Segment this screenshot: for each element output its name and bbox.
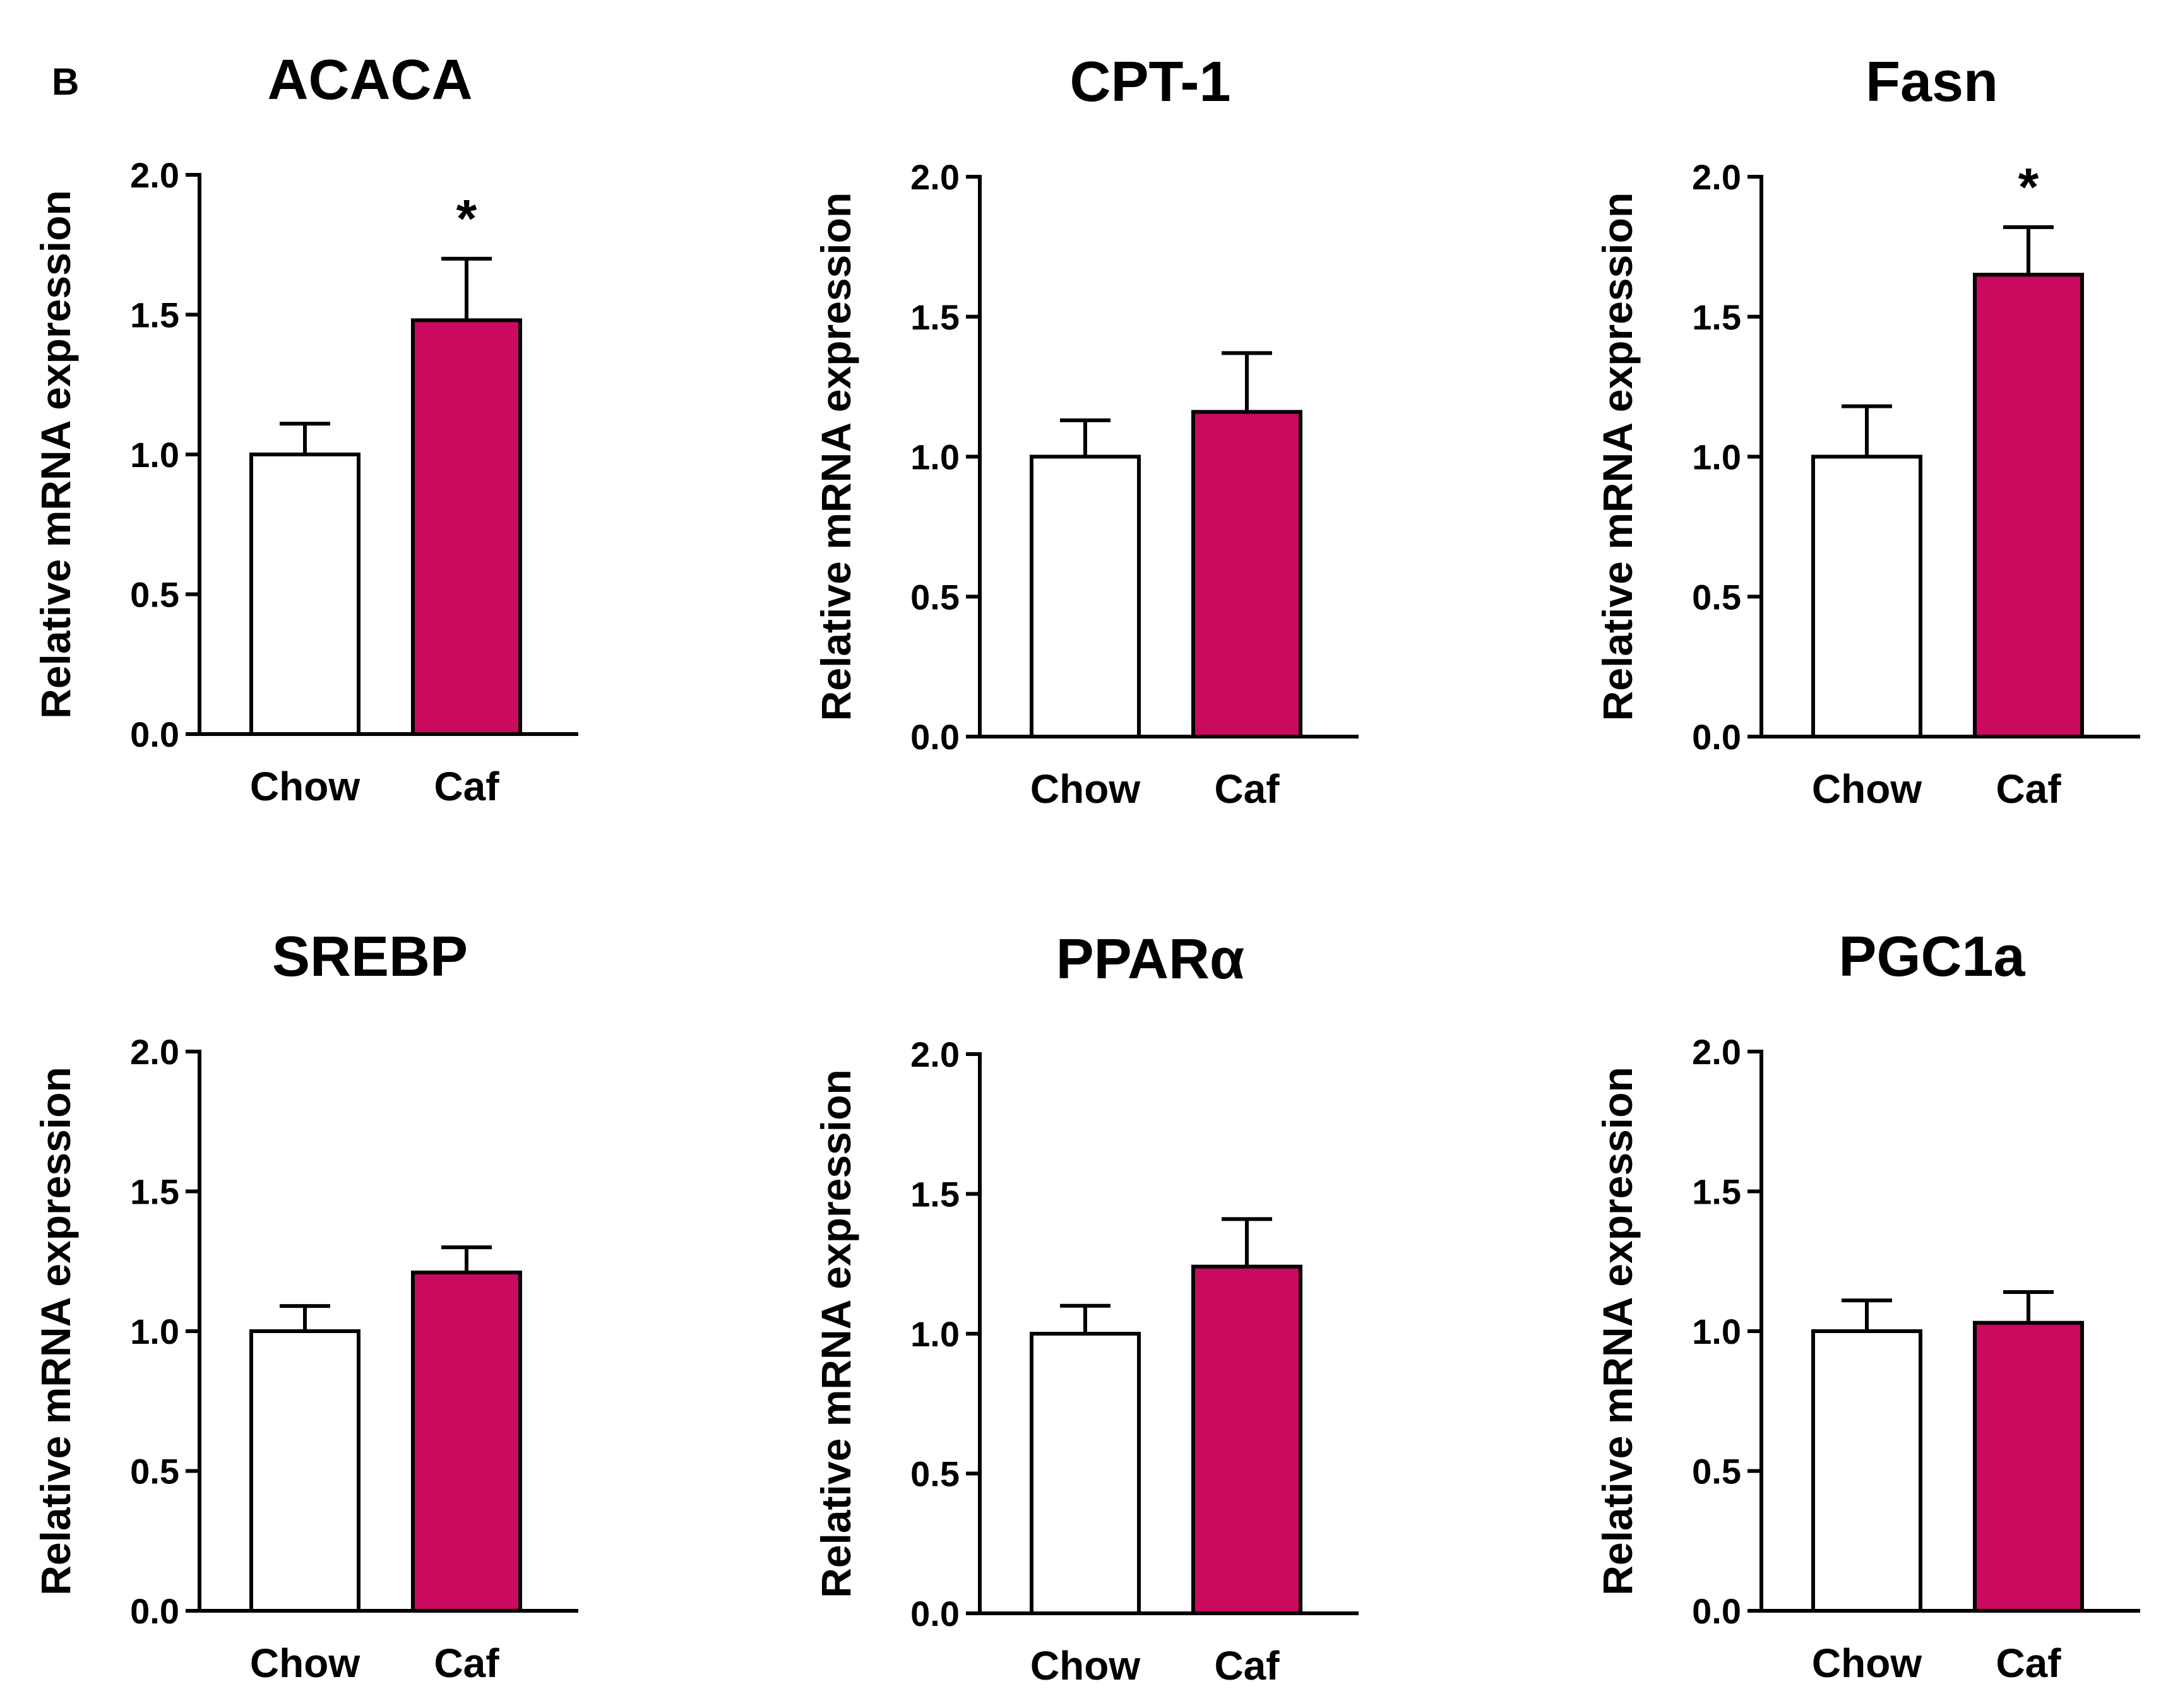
y-tick-label: 2.0 <box>130 155 179 195</box>
bar-caf <box>1973 1320 2084 1613</box>
bar-caf <box>411 318 522 736</box>
chart-title: CPT-1 <box>1069 50 1230 114</box>
y-tick-label: 0.5 <box>910 1454 960 1494</box>
y-tick-label: 0.5 <box>1692 577 1741 617</box>
y-tick-label: 0.5 <box>130 1452 179 1492</box>
bar-chow <box>1811 454 1922 738</box>
x-tick-label: Chow <box>1030 1643 1140 1688</box>
y-tick-label: 1.0 <box>910 437 960 477</box>
y-tick-label: 1.5 <box>130 1172 179 1212</box>
x-tick-label: Caf <box>434 764 499 809</box>
y-tick-label: 1.0 <box>1692 437 1741 477</box>
x-tick-label: Chow <box>1812 766 1922 812</box>
y-tick-label: 1.5 <box>910 1175 960 1214</box>
y-tick-label: 1.0 <box>130 435 179 475</box>
x-tick-label: Chow <box>1812 1640 1922 1686</box>
significance-marker: * <box>456 189 477 248</box>
x-tick-label: Caf <box>1214 1643 1280 1688</box>
y-tick-label: 0.0 <box>130 715 179 754</box>
bar-caf <box>411 1270 522 1613</box>
bar-chow <box>1811 1329 1922 1613</box>
bar-caf <box>1191 1264 1302 1616</box>
bar-chow <box>1030 1332 1141 1615</box>
chart-panel-1: ACACA Relative mRNA expression 0.0 0.5 1.0 1.… <box>32 49 578 809</box>
chart-title: PPARα <box>1056 928 1245 991</box>
bar-caf <box>1191 410 1302 738</box>
y-tick-label: 1.5 <box>1692 297 1741 337</box>
chart-title: PGC1a <box>1838 925 2025 988</box>
bar-chow <box>249 453 360 736</box>
chart-panel-5: PPARα Relative mRNA expression 0.0 0.5 1.0 1.… <box>813 928 1359 1688</box>
y-axis-label: Relative mRNA expression <box>813 1069 859 1598</box>
bar-caf <box>1973 273 2084 739</box>
chart-panel-2: CPT-1 Relative mRNA expression 0.0 0.5 1.0 1.… <box>813 50 1359 812</box>
y-tick-label: 2.0 <box>1692 157 1741 197</box>
panel-letter: B <box>52 61 79 103</box>
y-tick-label: 1.5 <box>130 295 179 335</box>
y-tick-label: 1.5 <box>910 297 960 337</box>
y-tick-label: 2.0 <box>130 1032 179 1072</box>
chart-panel-3: Fasn Relative mRNA expression 0.0 0.5 1.0 1.5… <box>1594 50 2140 812</box>
y-tick-label: 0.5 <box>130 575 179 615</box>
y-tick-label: 1.0 <box>910 1314 960 1354</box>
y-tick-label: 0.5 <box>1692 1452 1741 1492</box>
chart-panel-6: PGC1a Relative mRNA expression 0.0 0.5 1.0 1.… <box>1594 925 2140 1686</box>
chart-title: SREBP <box>272 925 468 988</box>
x-tick-label: Chow <box>1030 766 1140 812</box>
x-tick-label: Chow <box>250 1640 360 1686</box>
significance-marker: * <box>2018 157 2039 216</box>
y-axis-label: Relative mRNA expression <box>32 190 79 719</box>
bar-chow <box>1030 454 1141 738</box>
y-axis-label: Relative mRNA expression <box>32 1067 79 1596</box>
x-tick-label: Caf <box>1214 766 1280 812</box>
y-tick-label: 0.0 <box>910 1594 960 1634</box>
chart-title: Fasn <box>1866 50 1998 114</box>
y-tick-label: 1.5 <box>1692 1172 1741 1212</box>
y-tick-label: 0.5 <box>910 577 960 617</box>
x-tick-label: Caf <box>1996 766 2061 812</box>
y-axis-label: Relative mRNA expression <box>1594 1067 1641 1596</box>
chart-panel-4: SREBP Relative mRNA expression 0.0 0.5 1.0 1.… <box>32 925 578 1686</box>
y-tick-label: 2.0 <box>910 1035 960 1074</box>
y-axis-label: Relative mRNA expression <box>813 193 859 721</box>
x-tick-label: Caf <box>1996 1640 2061 1686</box>
y-tick-label: 0.0 <box>1692 717 1741 757</box>
y-tick-label: 1.0 <box>1692 1312 1741 1351</box>
x-tick-label: Caf <box>434 1640 499 1686</box>
y-tick-label: 2.0 <box>1692 1032 1741 1072</box>
y-tick-label: 0.0 <box>130 1591 179 1631</box>
y-tick-label: 1.0 <box>130 1312 179 1351</box>
chart-title: ACACA <box>268 49 473 112</box>
bar-chow <box>249 1329 360 1613</box>
y-tick-label: 2.0 <box>910 157 960 197</box>
y-tick-label: 0.0 <box>910 717 960 757</box>
x-tick-label: Chow <box>250 764 360 809</box>
y-tick-label: 0.0 <box>1692 1591 1741 1631</box>
y-axis-label: Relative mRNA expression <box>1594 193 1641 721</box>
